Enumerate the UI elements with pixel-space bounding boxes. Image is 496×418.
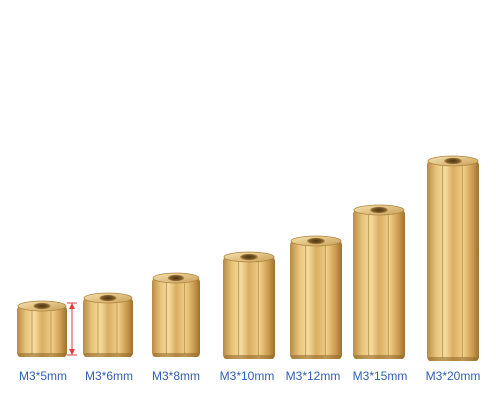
brass-spacer-m3-6mm	[83, 292, 133, 357]
spacer-label-m3-20mm: M3*20mm	[425, 369, 481, 383]
brass-spacer-m3-12mm	[290, 235, 342, 359]
spacer-label-m3-10mm: M3*10mm	[219, 369, 275, 383]
spacer-label-m3-15mm: M3*15mm	[352, 369, 408, 383]
brass-spacer-m3-10mm	[223, 251, 275, 359]
spacer-label-m3-12mm: M3*12mm	[285, 369, 341, 383]
spacer-label-m3-6mm: M3*6mm	[84, 369, 134, 383]
brass-spacer-m3-15mm	[353, 204, 405, 359]
brass-spacer-m3-5mm	[17, 300, 67, 357]
spacer-label-m3-8mm: M3*8mm	[151, 369, 201, 383]
brass-spacer-m3-20mm	[427, 155, 479, 361]
spacer-label-m3-5mm: M3*5mm	[18, 369, 68, 383]
height-measure-marker	[67, 302, 77, 356]
brass-spacer-m3-8mm	[152, 272, 200, 357]
